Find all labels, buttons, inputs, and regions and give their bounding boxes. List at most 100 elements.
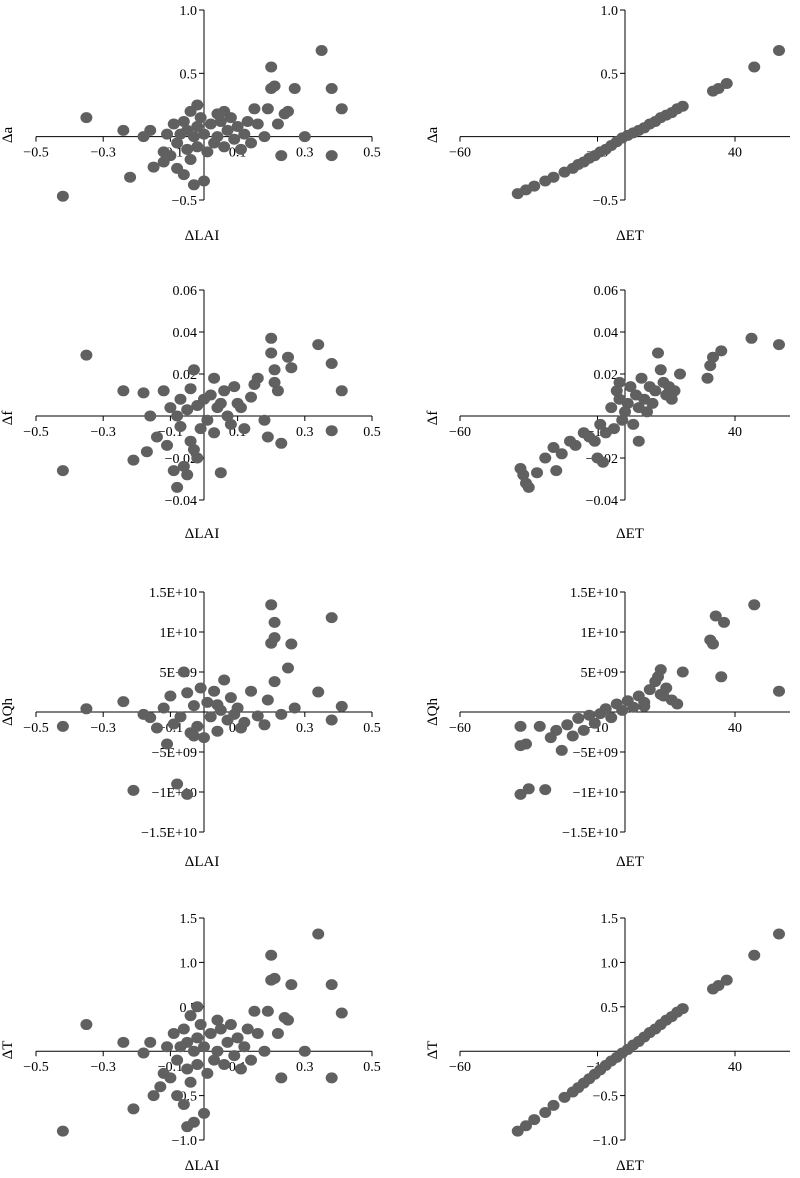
data-point: [258, 131, 271, 143]
data-point: [748, 61, 761, 73]
data-point: [315, 45, 328, 57]
data-point: [654, 688, 667, 700]
data-point: [181, 687, 194, 699]
data-point: [187, 364, 200, 376]
y-tick-label: 1E+10: [160, 626, 197, 641]
x-tick-label: 0.3: [296, 146, 314, 161]
data-point: [720, 974, 733, 986]
data-point: [137, 1047, 150, 1059]
data-point: [539, 452, 552, 464]
data-point: [137, 387, 150, 399]
data-point: [164, 402, 177, 414]
data-point: [715, 345, 728, 357]
data-point: [144, 1036, 157, 1048]
data-point: [201, 146, 214, 158]
y-axis-label: ΔQh: [0, 698, 16, 726]
data-point: [251, 1027, 264, 1039]
x-tick-label: 0.5: [363, 1060, 381, 1075]
data-point: [198, 1041, 210, 1053]
data-point: [174, 421, 187, 432]
x-tick-label: −0.3: [90, 425, 115, 440]
data-point: [218, 1059, 231, 1071]
data-point: [184, 153, 197, 165]
y-axis-label: Δa: [425, 127, 441, 144]
data-point: [335, 385, 348, 397]
data-point: [181, 788, 194, 800]
data-point: [171, 137, 184, 149]
data-point: [599, 703, 612, 715]
data-point: [325, 714, 338, 726]
y-tick-label: 1.0: [180, 956, 198, 971]
data-point: [198, 732, 210, 744]
data-point: [127, 454, 140, 466]
data-point: [520, 738, 532, 750]
data-point: [241, 1023, 254, 1035]
data-point: [80, 1019, 93, 1031]
data-point: [616, 704, 629, 716]
chart-panel-6: −60 −10 40−1.5E+10−1E+10−5E+095E+091E+101.…: [425, 586, 790, 870]
data-point: [164, 150, 177, 162]
data-point: [174, 711, 187, 723]
data-point: [191, 121, 204, 133]
data-point: [161, 128, 174, 140]
data-point: [773, 339, 785, 351]
data-point: [177, 1098, 190, 1110]
data-point: [748, 599, 761, 611]
y-tick-label: 0.5: [601, 67, 619, 82]
data-point: [124, 171, 137, 183]
data-point: [174, 393, 187, 405]
data-point: [674, 368, 686, 380]
x-tick-label: 0.3: [296, 1060, 314, 1075]
y-tick-label: 1.0: [180, 4, 198, 19]
y-tick-label: 1.5: [601, 912, 619, 927]
data-point: [184, 383, 197, 395]
x-tick-label: −0.5: [23, 425, 48, 440]
y-tick-label: −0.04: [165, 494, 197, 509]
data-point: [522, 481, 535, 493]
data-point: [616, 414, 629, 426]
data-point: [522, 783, 535, 795]
data-point: [745, 332, 758, 344]
data-point: [228, 1050, 241, 1062]
data-point: [167, 118, 180, 130]
data-point: [258, 1045, 271, 1057]
data-point: [288, 83, 301, 95]
y-tick-label: −0.02: [165, 452, 197, 467]
data-point: [613, 376, 626, 388]
data-point: [201, 414, 214, 426]
data-point: [161, 738, 174, 750]
data-point: [150, 431, 163, 443]
data-point: [167, 465, 180, 477]
x-tick-label: −60: [449, 425, 471, 440]
data-point: [56, 1125, 69, 1137]
data-point: [194, 1019, 207, 1031]
x-tick-label: 0.3: [296, 721, 314, 736]
data-point: [268, 676, 281, 688]
data-point: [167, 718, 180, 730]
data-point: [265, 347, 278, 359]
data-point: [773, 45, 785, 57]
chart-panel-3: −0.5 −0.3 −0.1 0.1 0.3 0.5−0.04−0.020.020.040…: [0, 284, 381, 542]
x-axis-label: ΔET: [616, 1158, 644, 1174]
data-point: [638, 700, 651, 712]
data-point: [654, 364, 667, 376]
data-point: [171, 410, 184, 422]
data-point: [214, 467, 227, 479]
data-point: [234, 143, 247, 155]
data-point: [161, 1041, 174, 1053]
y-tick-label: −0.5: [593, 194, 618, 209]
data-point: [605, 712, 618, 724]
data-point: [298, 131, 311, 143]
y-tick-label: 1.0: [601, 4, 619, 19]
data-point: [245, 391, 258, 403]
data-point: [649, 385, 662, 397]
data-point: [224, 418, 237, 430]
y-tick-label: 0.02: [594, 368, 619, 383]
x-axis-label: ΔLAI: [185, 854, 220, 870]
x-axis-label: ΔLAI: [185, 228, 220, 244]
data-point: [621, 397, 634, 409]
data-point: [238, 128, 251, 140]
y-tick-label: −1.0: [172, 1134, 197, 1149]
data-point: [271, 1027, 284, 1039]
data-point: [117, 124, 130, 136]
